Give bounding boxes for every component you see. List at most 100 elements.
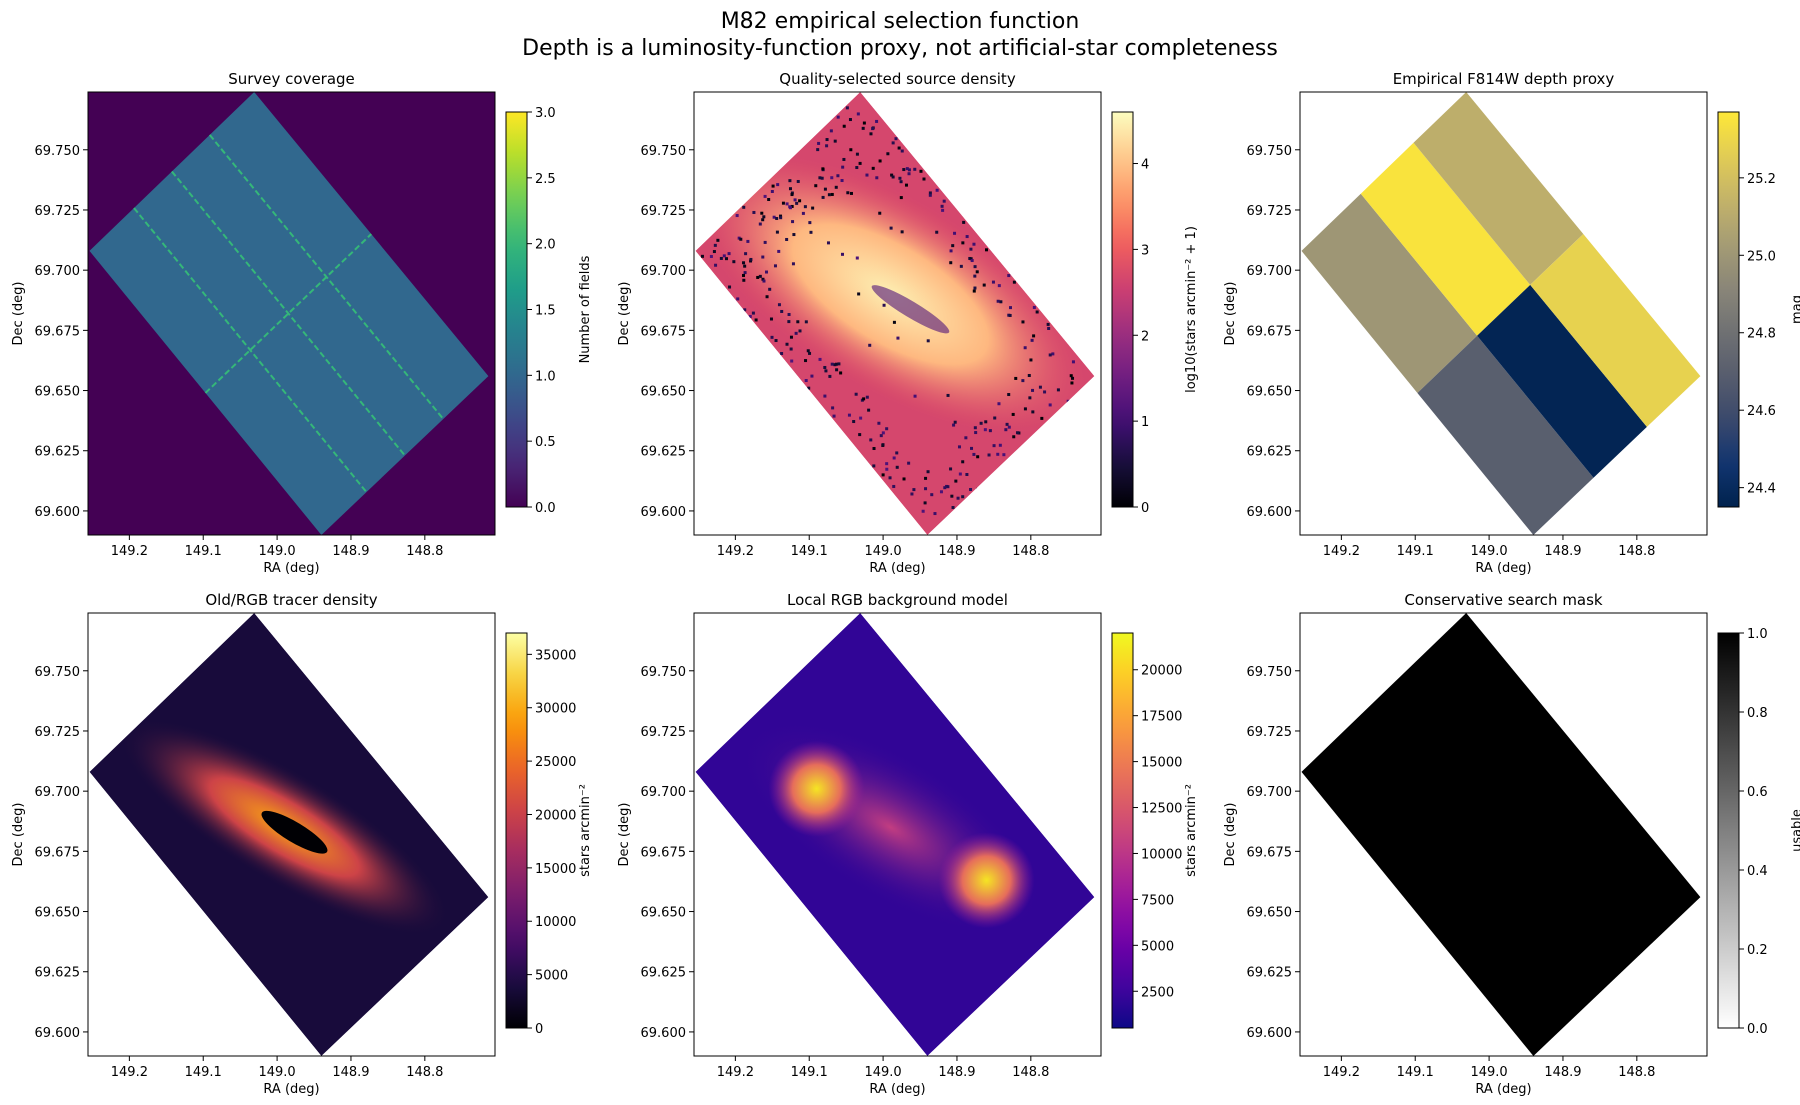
sparse-pixel (871, 166, 875, 170)
sparse-pixel (1002, 453, 1006, 457)
x-tick-label: 149.1 (1397, 1065, 1434, 1080)
y-tick-label: 69.750 (641, 665, 687, 680)
sparse-pixel (892, 456, 896, 460)
sparse-pixel (930, 493, 934, 497)
plot-title: Local RGB background model (787, 591, 1008, 609)
y-tick-label: 69.675 (1247, 845, 1293, 860)
x-tick-label: 149.1 (185, 544, 222, 559)
sparse-pixel (998, 443, 1002, 447)
colorbar-tick-label: 0.0 (535, 501, 556, 516)
sparse-pixel (949, 467, 953, 471)
colorbar-tick-label: 15000 (535, 862, 576, 877)
sparse-pixel (881, 431, 885, 435)
sparse-pixel (982, 283, 986, 287)
sparse-pixel (1047, 326, 1051, 330)
sparse-pixel (961, 460, 965, 464)
sparse-pixel (888, 476, 892, 480)
sparse-pixel (756, 275, 760, 279)
sparse-pixel (1070, 381, 1074, 385)
sparse-pixel (897, 146, 901, 150)
y-tick-label: 69.600 (1247, 1026, 1293, 1041)
sparse-pixel (1048, 353, 1052, 357)
depth-field (1417, 335, 1594, 535)
sparse-pixel (827, 193, 831, 197)
sparse-pixel (780, 309, 784, 313)
sparse-pixel (804, 359, 808, 363)
x-tick-label: 148.8 (1012, 544, 1049, 559)
sparse-pixel (848, 118, 852, 122)
sparse-pixel (965, 235, 969, 239)
sparse-pixel (818, 176, 822, 180)
x-tick-label: 149.2 (717, 1065, 754, 1080)
sparse-pixel (972, 289, 976, 293)
tracer-core-hole (261, 810, 328, 854)
sparse-pixel (836, 174, 840, 178)
y-tick-label: 69.650 (641, 385, 687, 400)
background-peak (768, 740, 865, 837)
sparse-pixel (972, 242, 976, 246)
plot-frame (1299, 91, 1708, 536)
y-axis-label: Dec (deg) (11, 803, 26, 867)
panel-coverage: Survey coverage 149.2 149.1 149.0 148.9 148.8… (11, 70, 593, 576)
y-tick-label: 69.700 (641, 264, 687, 279)
sparse-pixel (804, 379, 808, 383)
x-tick-label: 148.8 (406, 1065, 443, 1080)
colorbar-tick-label: 2 (1141, 329, 1149, 344)
sparse-pixel (785, 342, 789, 346)
colorbar-tick-label: 10000 (535, 915, 576, 930)
y-tick-label: 69.650 (35, 385, 81, 400)
sparse-pixel (868, 343, 872, 347)
sparse-pixel (1014, 376, 1018, 380)
sparse-pixel (869, 438, 873, 442)
y-tick-label: 69.700 (35, 264, 81, 279)
depth-field (1477, 284, 1647, 478)
sparse-pixel (849, 148, 853, 152)
y-axis-label: Dec (deg) (1223, 282, 1238, 346)
colorbar-tick-label: 20000 (1141, 664, 1182, 679)
sparse-pixel (823, 187, 827, 191)
sparse-pixel (904, 183, 908, 187)
colorbar: 0.0 0.2 0.4 0.6 0.8 1.0 usable (1717, 627, 1800, 1037)
y-tick-label: 69.650 (641, 906, 687, 921)
sparse-pixel (928, 193, 932, 197)
sparse-pixel (825, 144, 829, 148)
sparse-pixel (845, 106, 849, 110)
sparse-pixel (891, 141, 895, 145)
sparse-pixel (1035, 310, 1039, 314)
sparse-pixel (1027, 374, 1031, 378)
sparse-pixel (975, 270, 979, 274)
sparse-pixel (899, 196, 903, 200)
sparse-pixel (1046, 322, 1050, 326)
sparse-pixel (861, 126, 865, 130)
x-tick-label: 149.1 (791, 1065, 828, 1080)
background-peak (938, 832, 1035, 929)
colorbar-tick-label: 0 (1141, 501, 1149, 516)
colorbar-tick-label: 5000 (1141, 939, 1174, 954)
figure-title: M82 empirical selection function Depth i… (0, 8, 1800, 62)
x-tick-label: 148.9 (332, 1065, 369, 1080)
sparse-pixel (905, 167, 909, 171)
y-tick-label: 69.600 (35, 505, 81, 520)
sparse-pixel (858, 433, 862, 437)
x-tick-label: 148.9 (938, 1065, 975, 1080)
colorbar-tick-label: 24.8 (1747, 327, 1776, 342)
sparse-pixel (969, 247, 973, 251)
sparse-pixel (840, 252, 844, 256)
colorbar-fill (505, 111, 528, 508)
sparse-pixel (781, 201, 785, 205)
plot-title: Empirical F814W depth proxy (1393, 70, 1615, 88)
sparse-pixel (961, 495, 965, 499)
y-tick-label: 69.750 (35, 144, 81, 159)
sparse-pixel (996, 299, 1000, 303)
colorbar-label: mag (1790, 295, 1800, 324)
x-tick-label: 149.1 (1397, 544, 1434, 559)
panel-quality_density: Quality-selected source density 149.2 149.… (617, 70, 1199, 576)
sparse-pixel (739, 237, 743, 241)
sparse-pixel (1012, 435, 1016, 439)
colorbar-fill (1111, 111, 1134, 508)
colorbar-tick-label: 25.2 (1747, 172, 1776, 187)
sparse-pixel (922, 177, 926, 181)
sparse-pixel (865, 395, 869, 399)
sparse-pixel (928, 191, 932, 195)
